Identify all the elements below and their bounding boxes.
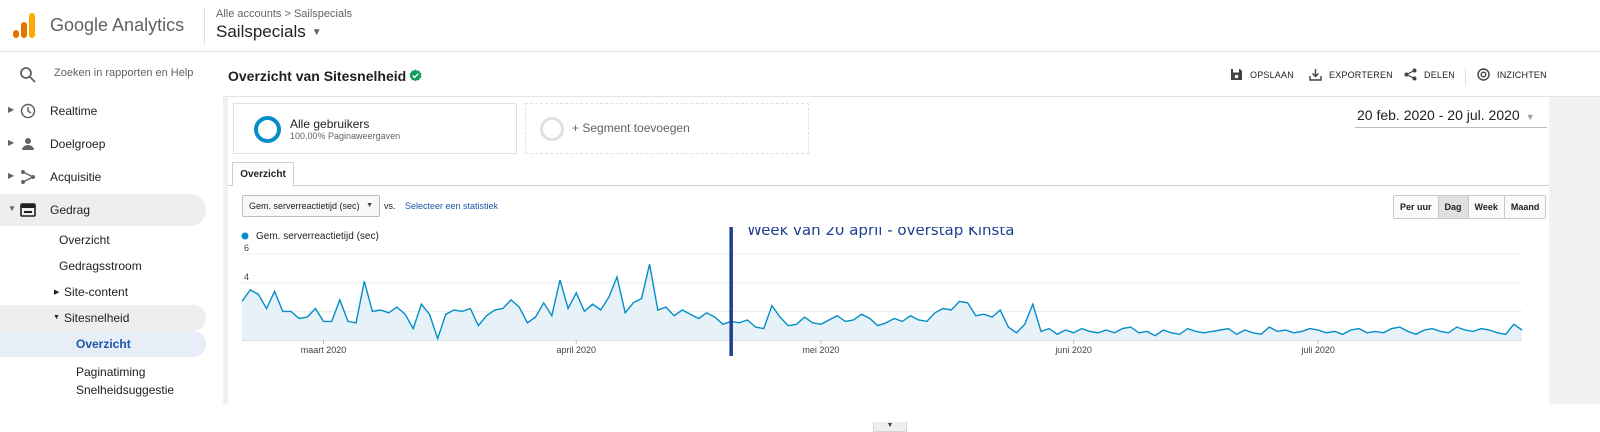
sidebar-item-label: Acquisitie	[50, 170, 102, 184]
period-maand-button[interactable]: Maand	[1503, 196, 1546, 218]
share-icon	[1404, 68, 1417, 81]
sidebar-subitem-snelheidsuggestie[interactable]: Snelheidsuggestie	[0, 377, 206, 403]
report-header: Overzicht van Sitesnelheid OPSLAAN EXPOR…	[223, 53, 1600, 97]
empty-segment-ring-icon	[540, 117, 564, 141]
chevron-down-icon: ▼	[311, 27, 322, 39]
metric-dropdown[interactable]: Gem. serverreactietijd (sec) ▼	[242, 195, 380, 217]
series-area	[242, 264, 1522, 340]
select-statistic-link[interactable]: Selecteer een statistiek	[405, 201, 499, 211]
x-tick-label: juni 2020	[1054, 345, 1092, 355]
sidebar-item-acquisitie[interactable]: ▶ Acquisitie	[0, 161, 206, 193]
chevron-down-icon: ▼	[53, 314, 60, 321]
sidebar-subitem-paginatiming[interactable]: Paginatiming	[0, 359, 206, 385]
export-icon	[1309, 69, 1322, 81]
divider	[204, 8, 205, 44]
acquisition-icon	[21, 170, 35, 184]
divider	[1465, 69, 1466, 85]
segment-subtitle: 100,00% Paginaweergaven	[290, 131, 401, 141]
main-panel: Overzicht van Sitesnelheid OPSLAAN EXPOR…	[223, 53, 1600, 432]
sidebar-item-realtime[interactable]: ▶ Realtime	[0, 95, 206, 127]
metric-dropdown-value: Gem. serverreactietijd (sec)	[249, 201, 360, 211]
y-tick-label: 4	[244, 272, 249, 282]
sidebar-subitem-gedragsstroom[interactable]: Gedragsstroom	[0, 253, 206, 279]
sidebar-item-label: Overzicht	[59, 233, 110, 247]
sidebar-item-label: Gedragsstroom	[59, 259, 142, 273]
tab-overzicht[interactable]: Overzicht	[232, 162, 294, 186]
segment-title: Alle gebruikers	[290, 117, 370, 131]
sidebar-subitem-overzicht[interactable]: Overzicht	[0, 227, 206, 253]
sidebar-item-doelgroep[interactable]: ▶ Doelgroep	[0, 128, 206, 160]
action-label: OPSLAAN	[1250, 70, 1294, 80]
sidebar-subitem-site-content[interactable]: ▶ Site-content	[0, 279, 206, 305]
sidebar-item-label: Snelheidsuggestie	[76, 383, 175, 397]
sidebar-search	[0, 53, 222, 97]
period-toggle-group: Per uur Dag Week Maand	[1393, 195, 1547, 219]
chevron-down-icon: ▼	[8, 204, 16, 213]
divider	[228, 185, 1549, 186]
x-tick-label: maart 2020	[301, 345, 347, 355]
account-name: Sailspecials	[216, 22, 306, 41]
sidebar-item-label: Paginatiming	[76, 365, 146, 379]
sidebar-item-label: Overzicht	[76, 337, 131, 351]
date-range-picker[interactable]: 20 feb. 2020 - 20 jul. 2020 ▼	[1357, 107, 1535, 123]
action-label: EXPORTEREN	[1329, 70, 1393, 80]
x-tick-label: mei 2020	[802, 345, 839, 355]
sidebar-item-label: Realtime	[50, 104, 98, 118]
date-range-label: 20 feb. 2020 - 20 jul. 2020	[1357, 107, 1520, 123]
annotation-label: Week van 20 april - overstap Kinsta	[747, 227, 1014, 239]
sidebar-item-label: Doelgroep	[50, 137, 106, 151]
sidebar-item-label: Site-content	[64, 285, 129, 299]
app-title: Google Analytics	[50, 15, 185, 35]
divider	[1355, 127, 1547, 128]
action-label: INZICHTEN	[1497, 70, 1547, 80]
vs-label: vs.	[384, 201, 396, 211]
sidebar-item-label: Sitesnelheid	[64, 311, 130, 325]
legend-label: Gem. serverreactietijd (sec)	[256, 231, 379, 242]
verified-check-icon	[409, 69, 422, 82]
x-tick-label: april 2020	[557, 345, 597, 355]
sidebar: ▶ Realtime ▶ Doelgroep ▶ Acquisitie ▼ Ge…	[0, 53, 222, 404]
chevron-right-icon: ▶	[8, 138, 15, 147]
sidebar-item-gedrag[interactable]: ▼ Gedrag	[0, 194, 206, 226]
y-tick-label: 6	[244, 243, 249, 253]
search-icon	[20, 67, 36, 83]
sidebar-item-label: Gedrag	[50, 203, 91, 217]
chevron-right-icon: ▶	[8, 105, 15, 114]
page-title: Overzicht van Sitesnelheid	[228, 68, 407, 84]
analytics-logo-icon[interactable]	[13, 13, 35, 39]
expand-chart-handle[interactable]: ▼	[873, 422, 907, 432]
x-tick-label: juli 2020	[1300, 345, 1335, 355]
chevron-down-icon: ▼	[1525, 112, 1535, 122]
chevron-right-icon: ▶	[54, 289, 60, 296]
action-label: DELEN	[1424, 70, 1456, 80]
insights-icon	[1477, 68, 1490, 81]
period-dag-button[interactable]: Dag	[1437, 196, 1468, 218]
sidebar-subitem-sitesnelheid[interactable]: ▼ Sitesnelheid	[0, 305, 206, 331]
save-icon	[1231, 69, 1242, 80]
add-segment-label: + Segment toevoegen	[572, 121, 690, 135]
report-content: Alle gebruikers 100,00% Paginaweergaven …	[228, 97, 1549, 432]
behavior-icon	[20, 203, 36, 217]
top-bar: Google Analytics Alle accounts > Sailspe…	[0, 0, 1600, 52]
period-week-button[interactable]: Week	[1467, 196, 1504, 218]
series-line	[241, 264, 1523, 341]
sidebar-subitem-speed-overzicht[interactable]: Overzicht	[0, 331, 206, 357]
person-icon	[22, 138, 34, 150]
account-selector[interactable]: Sailspecials ▼	[216, 22, 322, 42]
add-segment-button[interactable]: + Segment toevoegen	[525, 103, 809, 154]
breadcrumb[interactable]: Alle accounts > Sailspecials	[216, 8, 353, 20]
segment-all-users[interactable]: Alle gebruikers 100,00% Paginaweergaven	[233, 103, 517, 154]
chevron-down-icon: ▼	[366, 202, 373, 209]
period-per-uur-button[interactable]: Per uur	[1394, 196, 1438, 218]
legend-marker	[241, 232, 249, 240]
chevron-right-icon: ▶	[8, 171, 15, 180]
clock-icon	[20, 103, 36, 119]
segment-ring-icon	[254, 116, 281, 143]
search-input[interactable]	[54, 67, 194, 79]
